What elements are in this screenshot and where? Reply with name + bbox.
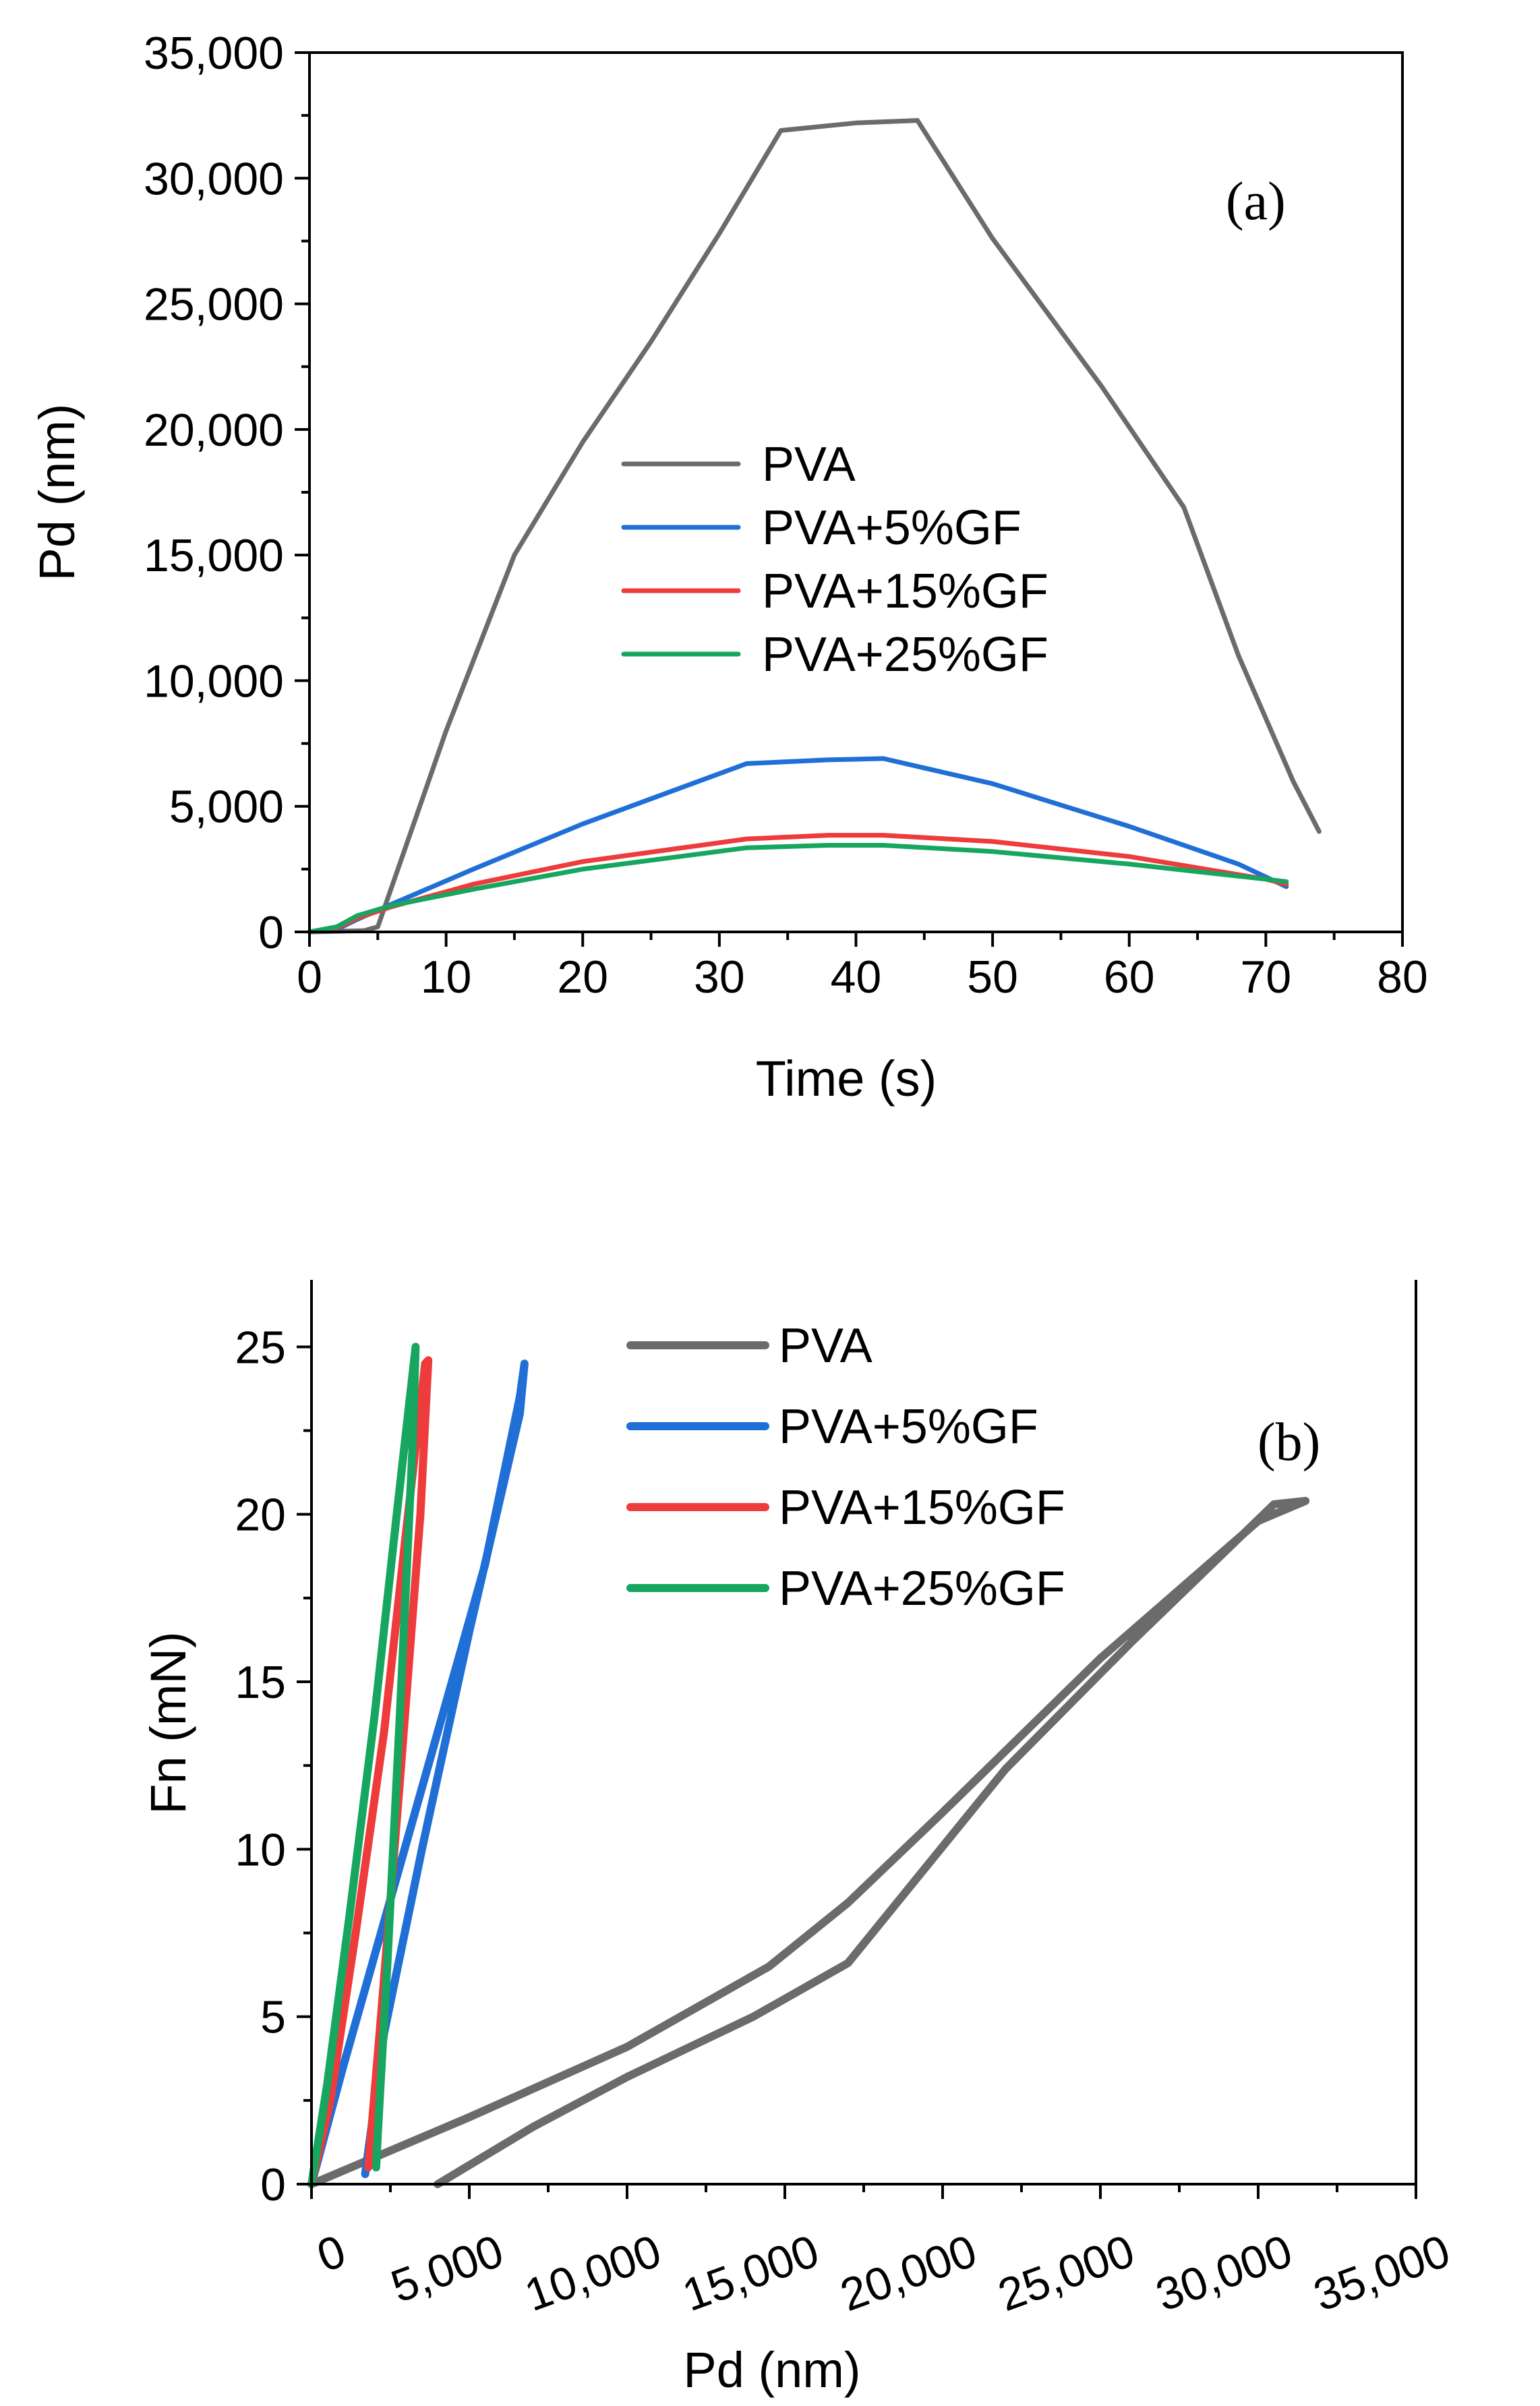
chart-a-series-pva-25-gf [307, 843, 1289, 935]
chart-a-series-pva-15-gf [307, 833, 1289, 935]
chart-b-series [307, 1343, 1310, 2188]
chart-a-x-tick-label: 30 [694, 951, 745, 1003]
chart-a-x-tick-label: 40 [831, 951, 882, 1003]
chart-b-y-tick-label: 10 [235, 1824, 286, 1875]
chart-b-legend-label-pva-25-gf: PVA+25%GF [779, 1562, 1065, 1616]
chart-b-series-pva-5-gf [307, 1359, 529, 2188]
chart-a-x-tick-label: 10 [421, 951, 472, 1003]
chart-b-legend: PVA PVA+5%GF PVA+15%GF PVA+25%GF [626, 1319, 1065, 1616]
chart-a-series-pva [307, 118, 1322, 935]
chart-a-legend-label-pva-5-gf: PVA+5%GF [762, 501, 1021, 555]
chart-b-y-tick-label: 5 [260, 1992, 286, 2043]
chart-a-x-tick-label: 80 [1377, 951, 1428, 1003]
chart-b-x-tick-label: 10,000 [519, 2225, 668, 2322]
chart-a-x-tick-label: 0 [297, 951, 322, 1003]
chart-a-x-tick-label: 20 [557, 951, 608, 1003]
chart-b-xlabel: Pd (nm) [683, 2342, 860, 2398]
chart-a-legend-label-pva-25-gf: PVA+25%GF [762, 628, 1048, 682]
chart-b-x-tick-label: 15,000 [676, 2225, 825, 2322]
chart-b-legend-label-pva-15-gf: PVA+15%GF [779, 1481, 1065, 1535]
chart-b-x-tick-label: 25,000 [992, 2225, 1141, 2322]
chart-a-y-tick-label: 15,000 [144, 530, 284, 581]
chart-a-legend-label-pva-15-gf: PVA+15%GF [762, 564, 1048, 618]
chart-b-legend-label-pva: PVA [779, 1319, 872, 1373]
chart-a-y-tick-label: 5,000 [169, 782, 284, 833]
chart-a-y-tick-label: 35,000 [144, 28, 284, 79]
chart-a-legend-label-pva: PVA [762, 438, 856, 492]
chart-b-y-tick-label: 0 [260, 2159, 286, 2210]
chart-b-x-tick-label: 5,000 [384, 2225, 510, 2313]
chart-a-y-tick-label: 10,000 [144, 655, 284, 707]
chart-a-legend: PVA PVA+5%GF PVA+15%GF PVA+25%GF [621, 438, 1048, 682]
chart-b-y-tick-label: 15 [235, 1657, 286, 1708]
chart-a-series [307, 118, 1322, 935]
chart-a-panel-label: (a) [1226, 172, 1286, 231]
chart-a-x-tick-label: 50 [967, 951, 1018, 1003]
chart-b-x-tick-label: 30,000 [1150, 2225, 1299, 2322]
chart-b-panel-label: (b) [1257, 1413, 1320, 1472]
chart-a: 0 10 20 30 40 50 60 70 80 0 5,000 10,000 15,000 20,00… [29, 28, 1428, 1107]
chart-a-ticks: 0 10 20 30 40 50 60 70 80 0 5,000 10,000 15,000 20,00… [144, 28, 1428, 1003]
chart-b-x-tick-label: 0 [311, 2225, 353, 2282]
chart-a-y-tick-label: 25,000 [144, 279, 284, 330]
chart-a-ylabel: Pd (nm) [29, 403, 85, 581]
chart-b-series-pva-25-gf [307, 1343, 420, 2188]
chart-b-x-tick-label: 20,000 [834, 2225, 983, 2322]
chart-b-x-tick-label: 35,000 [1307, 2225, 1456, 2322]
chart-b-y-tick-label: 20 [235, 1490, 286, 1541]
chart-b-legend-label-pva-5-gf: PVA+5%GF [779, 1400, 1038, 1454]
chart-a-x-tick-label: 70 [1241, 951, 1292, 1003]
chart-b-series-pva [307, 1496, 1310, 2188]
chart-b: 0 5,000 10,000 15,000 20,000 25,000 30,000 35,0… [140, 1280, 1456, 2398]
chart-a-y-tick-label: 30,000 [144, 153, 284, 204]
chart-b-y-tick-label: 25 [235, 1322, 286, 1373]
chart-a-xlabel: Time (s) [756, 1051, 937, 1107]
chart-b-ylabel: Fn (mN) [140, 1631, 196, 1814]
chart-a-x-tick-label: 60 [1104, 951, 1155, 1003]
chart-a-y-tick-label: 0 [258, 907, 284, 958]
chart-a-y-tick-label: 20,000 [144, 405, 284, 456]
